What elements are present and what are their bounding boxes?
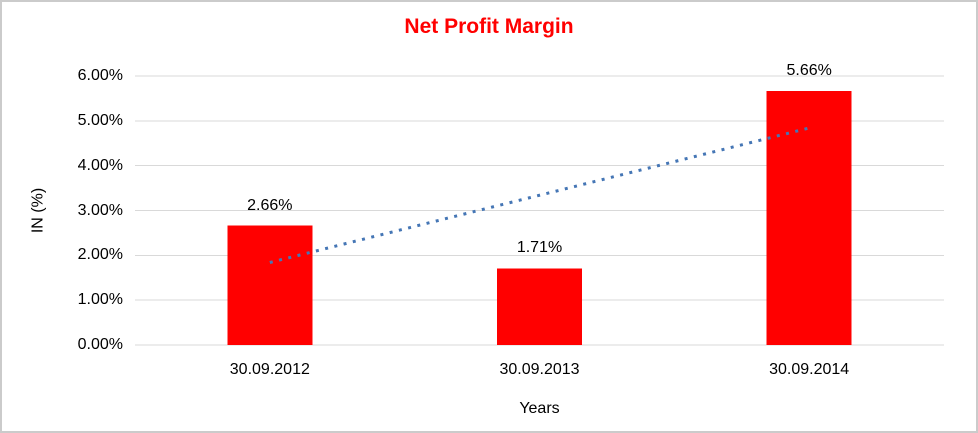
trendline[interactable] xyxy=(269,126,810,264)
trendline-group xyxy=(269,126,810,264)
bar[interactable] xyxy=(497,268,582,345)
chart-title: Net Profit Margin xyxy=(404,15,574,38)
bars-series xyxy=(227,91,852,345)
bar[interactable] xyxy=(227,225,313,345)
bar[interactable] xyxy=(766,91,852,345)
